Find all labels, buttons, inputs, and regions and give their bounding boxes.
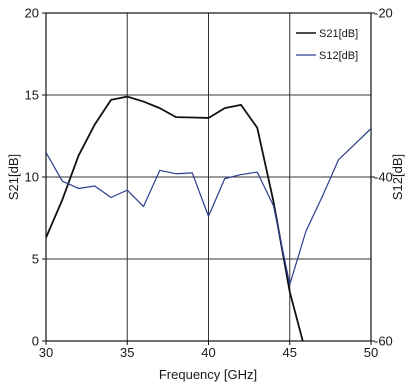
y-right-tick-label: -40 [374,170,393,185]
y-right-tick-label: -60 [374,334,393,349]
legend-box [292,21,366,69]
grid [46,13,371,341]
y-left-tick-label: 10 [25,170,39,185]
x-tick-label: 35 [120,345,134,360]
y-axis-label-right: S12[dB] [390,154,405,200]
tick-marks [42,12,375,345]
series-layer [46,95,371,341]
tick-labels: 30 35 40 45 50 0 5 10 15 20 -60 -40 -20 [25,6,393,361]
x-tick-label: 45 [283,345,297,360]
legend-label-s12: S12[dB] [319,50,358,62]
series-line-s21 [46,95,304,341]
y-left-tick-label: 5 [32,252,39,267]
x-axis-label: Frequency [GHz] [159,367,257,382]
legend-label-s21: S21[dB] [319,28,358,40]
y-right-tick-label: -20 [374,6,393,21]
y-axis-label-left: S21[dB] [6,154,21,200]
series-line-s12 [46,128,371,286]
x-tick-label: 30 [39,345,53,360]
x-tick-label: 40 [201,345,215,360]
x-tick-label: 50 [364,345,378,360]
legend: S21[dB] S12[dB] [292,21,366,69]
y-left-tick-label: 20 [25,6,39,21]
y-left-tick-label: 0 [32,334,39,349]
y-left-tick-label: 15 [25,88,39,103]
